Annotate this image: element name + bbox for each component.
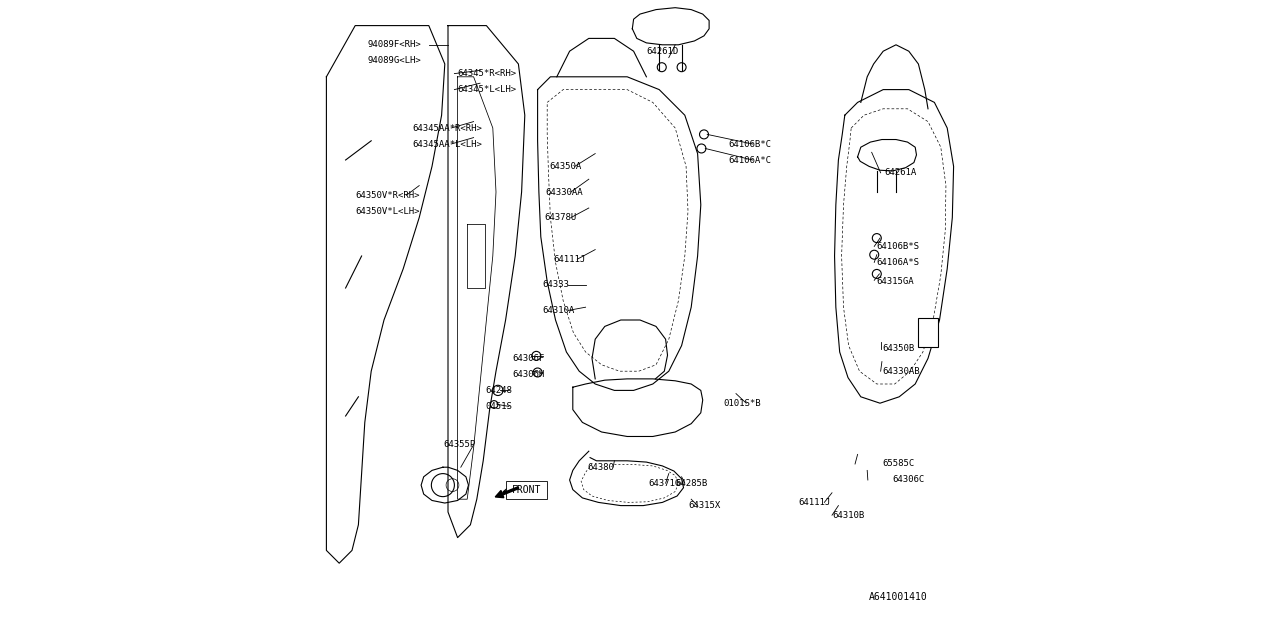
Text: 64355P: 64355P <box>443 440 475 449</box>
Text: 64248: 64248 <box>485 386 512 395</box>
Text: 64345*R<RH>: 64345*R<RH> <box>458 69 517 78</box>
Text: 64330AB: 64330AB <box>882 367 919 376</box>
Text: 0451S: 0451S <box>485 402 512 411</box>
Text: 64345AA*R<RH>: 64345AA*R<RH> <box>412 124 483 132</box>
Text: 64315GA: 64315GA <box>877 277 914 286</box>
Text: 64345*L<LH>: 64345*L<LH> <box>458 85 517 94</box>
Bar <box>919 319 937 348</box>
Text: 64261D: 64261D <box>646 47 678 56</box>
Text: 64106A*C: 64106A*C <box>728 156 772 164</box>
Bar <box>506 481 548 499</box>
Text: 64350A: 64350A <box>549 162 581 171</box>
Text: 64111J: 64111J <box>799 498 831 507</box>
Text: 64285B: 64285B <box>676 479 708 488</box>
Text: FRONT: FRONT <box>512 484 540 495</box>
Text: 65585C: 65585C <box>882 460 914 468</box>
Text: 64315X: 64315X <box>689 501 721 510</box>
Text: 64306C: 64306C <box>893 476 925 484</box>
Text: 64106B*S: 64106B*S <box>877 242 920 251</box>
Text: 64333: 64333 <box>543 280 570 289</box>
Text: 64306F: 64306F <box>512 354 544 363</box>
Text: 64106B*C: 64106B*C <box>728 140 772 148</box>
Text: 64310B: 64310B <box>832 511 864 520</box>
Text: 64350V*R<RH>: 64350V*R<RH> <box>356 191 420 200</box>
Text: 64111J: 64111J <box>554 255 586 264</box>
Text: 94089G<LH>: 94089G<LH> <box>369 56 421 65</box>
Text: 64330AA: 64330AA <box>545 188 582 196</box>
Text: 0101S*B: 0101S*B <box>723 399 760 408</box>
Text: 64261A: 64261A <box>884 168 916 177</box>
Text: 64350V*L<LH>: 64350V*L<LH> <box>356 207 420 216</box>
Text: A641001410: A641001410 <box>869 591 928 602</box>
Text: 94089F<RH>: 94089F<RH> <box>369 40 421 49</box>
Text: 64106A*S: 64106A*S <box>877 258 920 267</box>
Text: 64371G: 64371G <box>648 479 681 488</box>
Text: 64345AA*L<LH>: 64345AA*L<LH> <box>412 140 483 148</box>
FancyArrow shape <box>495 487 518 498</box>
Text: 64306H: 64306H <box>512 370 544 379</box>
Text: 64378U: 64378U <box>544 213 576 222</box>
Text: 64350B: 64350B <box>882 344 914 353</box>
Text: 64380: 64380 <box>588 463 614 472</box>
Text: 64310A: 64310A <box>543 306 575 315</box>
